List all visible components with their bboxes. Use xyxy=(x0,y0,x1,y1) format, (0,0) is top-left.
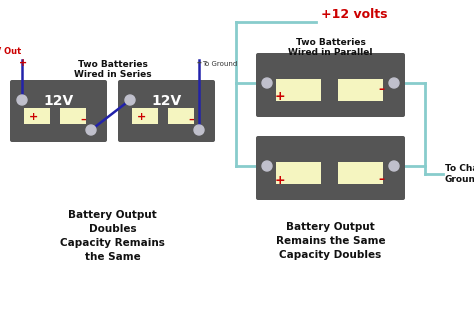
Circle shape xyxy=(17,95,27,105)
Text: +: + xyxy=(275,91,285,104)
Text: –: – xyxy=(197,58,201,68)
Circle shape xyxy=(389,161,399,171)
FancyBboxPatch shape xyxy=(118,80,215,142)
Text: 24V Out: 24V Out xyxy=(0,47,21,56)
Text: 12V: 12V xyxy=(151,94,182,108)
FancyBboxPatch shape xyxy=(256,136,405,200)
Text: Two Batteries
Wired in Series: Two Batteries Wired in Series xyxy=(73,60,151,79)
Bar xyxy=(24,108,50,124)
Bar xyxy=(168,108,194,124)
Text: –: – xyxy=(378,174,384,187)
Text: +: + xyxy=(137,112,146,122)
Bar xyxy=(338,79,383,100)
Text: +: + xyxy=(275,174,285,187)
Text: +12 volts: +12 volts xyxy=(321,7,388,21)
Bar xyxy=(276,161,321,183)
Text: Battery Output
Remains the Same
Capacity Doubles: Battery Output Remains the Same Capacity… xyxy=(276,222,385,260)
Circle shape xyxy=(125,95,135,105)
Text: To Ground: To Ground xyxy=(202,61,237,67)
Text: –: – xyxy=(378,83,384,96)
Circle shape xyxy=(194,125,204,135)
Circle shape xyxy=(389,78,399,88)
Text: To Chassis
Ground: To Chassis Ground xyxy=(445,164,474,184)
Bar xyxy=(132,108,158,124)
Circle shape xyxy=(262,161,272,171)
Circle shape xyxy=(262,78,272,88)
Bar xyxy=(338,161,383,183)
Bar xyxy=(60,108,86,124)
FancyBboxPatch shape xyxy=(10,80,107,142)
Text: +: + xyxy=(19,58,27,68)
Text: –: – xyxy=(80,115,86,125)
Circle shape xyxy=(86,125,96,135)
Text: Two Batteries
Wired in Parallel: Two Batteries Wired in Parallel xyxy=(288,38,373,58)
Text: Battery Output
Doubles
Capacity Remains
the Same: Battery Output Doubles Capacity Remains … xyxy=(60,210,165,262)
Text: +: + xyxy=(29,112,38,122)
Text: 12V: 12V xyxy=(44,94,73,108)
FancyBboxPatch shape xyxy=(256,53,405,117)
Bar xyxy=(276,79,321,100)
Text: –: – xyxy=(188,115,194,125)
